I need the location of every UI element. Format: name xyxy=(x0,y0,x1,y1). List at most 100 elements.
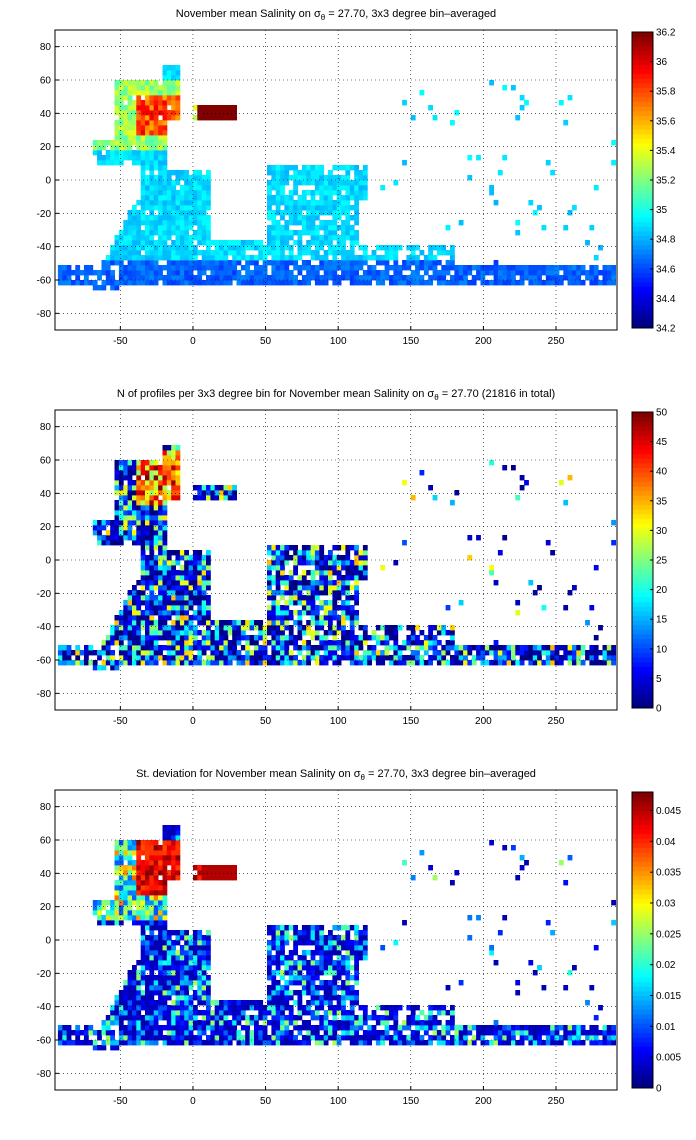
data-cell xyxy=(271,200,277,206)
data-cell xyxy=(402,660,407,666)
data-cell xyxy=(188,935,194,941)
data-cell xyxy=(193,580,198,586)
data-cell xyxy=(445,640,451,646)
data-cell xyxy=(201,600,207,606)
data-cell xyxy=(267,180,272,186)
data-cell xyxy=(123,495,129,501)
data-cell xyxy=(149,565,155,571)
data-cell xyxy=(428,250,433,256)
data-cell xyxy=(97,530,102,536)
data-cell xyxy=(166,985,172,991)
data-cell xyxy=(341,610,346,616)
y-tick-label: 40 xyxy=(40,109,52,120)
data-cell xyxy=(210,255,216,261)
data-cell xyxy=(306,930,311,936)
data-cell xyxy=(528,580,534,586)
data-cell xyxy=(149,625,155,631)
data-cell xyxy=(201,1020,207,1026)
data-cell xyxy=(114,105,120,111)
data-cell xyxy=(328,240,333,246)
data-cell xyxy=(593,635,599,641)
data-cell xyxy=(349,275,355,281)
data-cell xyxy=(219,245,224,251)
colorbar-tick-label: 35 xyxy=(656,496,668,507)
data-cell xyxy=(332,265,338,271)
data-cell xyxy=(214,620,220,626)
data-cell xyxy=(593,255,599,261)
data-cell xyxy=(284,985,290,991)
data-cell xyxy=(62,280,68,286)
data-cell xyxy=(358,575,364,581)
data-cell xyxy=(179,935,185,941)
data-cell xyxy=(145,105,150,111)
data-cell xyxy=(132,650,137,656)
data-cell xyxy=(406,635,412,641)
data-cell xyxy=(127,840,133,846)
data-cell xyxy=(114,135,120,141)
data-cell xyxy=(319,180,325,186)
data-cell xyxy=(166,855,172,861)
data-cell xyxy=(132,535,137,541)
data-cell xyxy=(393,625,399,631)
data-cell xyxy=(458,280,464,286)
colorbar-tick-label: 45 xyxy=(656,437,668,448)
data-cell xyxy=(362,195,368,201)
data-cell xyxy=(162,875,168,881)
data-cell xyxy=(384,255,390,261)
data-cell xyxy=(397,625,403,631)
data-cell xyxy=(493,660,499,666)
data-cell xyxy=(153,105,159,111)
data-cell xyxy=(162,630,168,636)
data-cell xyxy=(310,950,316,956)
data-cell xyxy=(419,280,425,286)
data-cell xyxy=(227,1010,233,1016)
data-cell xyxy=(345,565,351,571)
data-cell xyxy=(354,955,359,961)
data-cell xyxy=(284,640,290,646)
data-cell xyxy=(149,985,155,991)
data-cell xyxy=(271,265,277,271)
data-cell xyxy=(323,985,329,991)
data-cell xyxy=(97,650,102,656)
data-cell xyxy=(132,840,137,846)
data-cell xyxy=(145,635,150,641)
data-cell xyxy=(254,265,259,271)
data-cell xyxy=(275,930,281,936)
data-cell xyxy=(171,490,176,496)
data-cell xyxy=(541,645,547,651)
data-cell xyxy=(158,930,163,936)
colorbar-band xyxy=(632,638,653,644)
data-cell xyxy=(567,95,573,101)
data-cell xyxy=(118,860,124,866)
data-cell xyxy=(358,930,364,936)
colorbar-tick-label: 50 xyxy=(656,408,668,419)
data-cell xyxy=(114,475,120,481)
data-cell xyxy=(166,965,172,971)
data-cell xyxy=(310,550,316,556)
data-cell xyxy=(515,495,521,501)
data-cell xyxy=(349,605,355,611)
data-cell xyxy=(114,110,120,116)
data-cell xyxy=(75,1025,81,1031)
data-cell xyxy=(323,660,329,666)
data-cell xyxy=(145,215,150,221)
data-cell xyxy=(162,825,168,831)
data-cell xyxy=(114,260,120,266)
data-cell xyxy=(301,630,307,636)
data-cell xyxy=(118,1035,124,1041)
data-cell xyxy=(206,875,211,881)
data-cell xyxy=(262,650,268,656)
data-cell xyxy=(297,1030,303,1036)
data-cell xyxy=(428,105,433,111)
data-cell xyxy=(92,660,98,666)
colorbar-band xyxy=(632,504,653,510)
data-cell xyxy=(362,945,368,951)
data-cell xyxy=(301,275,307,281)
data-cell xyxy=(158,1035,163,1041)
data-cell xyxy=(328,645,333,651)
data-cell xyxy=(432,635,438,641)
data-cell xyxy=(153,485,159,491)
data-cell xyxy=(476,645,481,651)
data-cell xyxy=(149,165,155,171)
data-cell xyxy=(127,130,133,136)
